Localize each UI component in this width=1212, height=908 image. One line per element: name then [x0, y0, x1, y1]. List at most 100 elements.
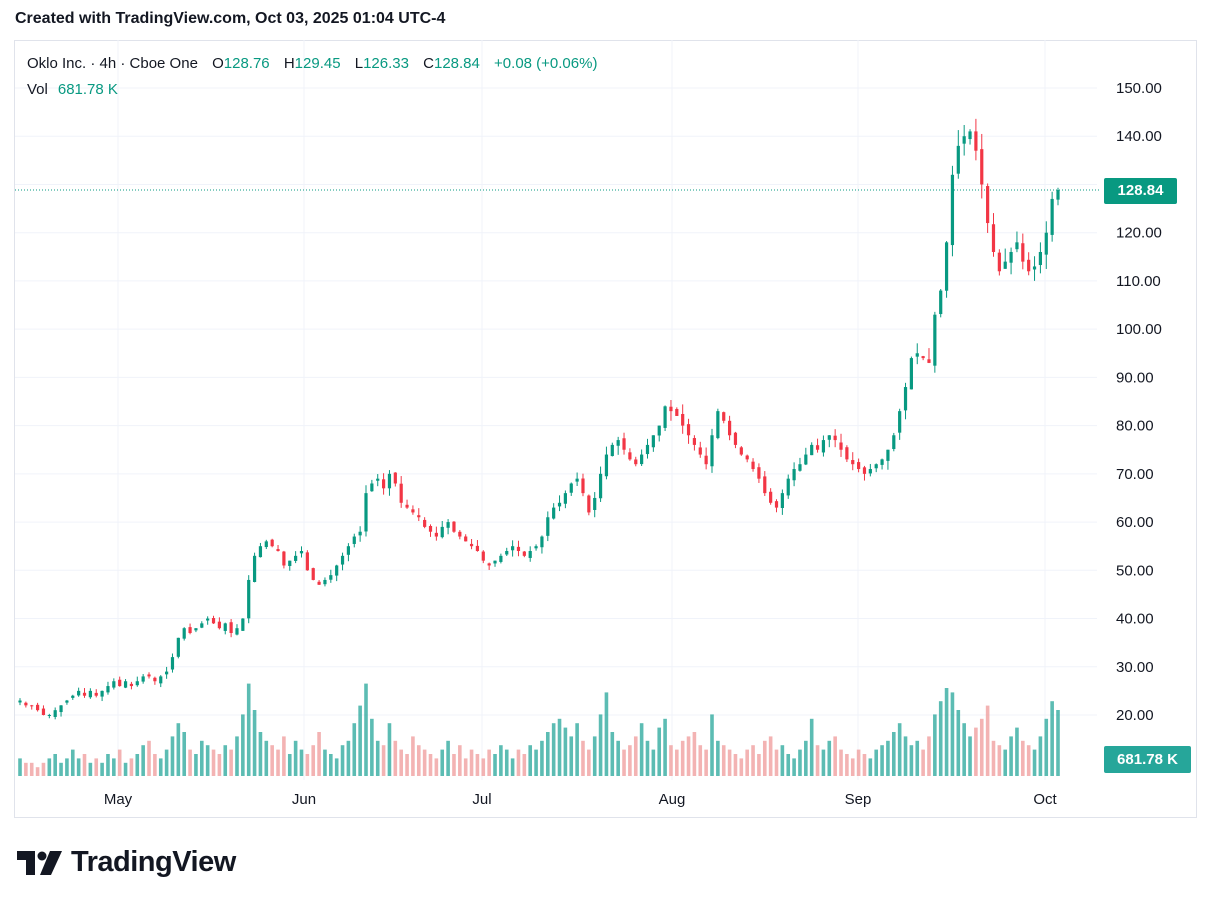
- volume-bar: [405, 754, 409, 776]
- volume-bar: [545, 732, 550, 776]
- candle: [546, 517, 550, 536]
- volume-bar: [158, 758, 163, 776]
- volume-bar: [675, 749, 679, 776]
- candle: [100, 690, 104, 697]
- volume-bar: [29, 762, 34, 776]
- candle: [833, 435, 837, 441]
- symbol-label[interactable]: Oklo Inc. · 4h · Cboe One: [27, 55, 198, 72]
- volume-bar: [1015, 727, 1019, 776]
- candle: [956, 145, 960, 174]
- volume-bar: [258, 732, 263, 776]
- volume-bar: [768, 736, 773, 776]
- candle: [129, 683, 134, 687]
- tradingview-footer[interactable]: TradingView: [17, 846, 236, 879]
- candle: [645, 444, 650, 455]
- change-value: +0.08 (+0.06%): [494, 55, 598, 72]
- close-label: C: [423, 55, 434, 72]
- candle: [276, 549, 280, 552]
- volume-bar: [141, 745, 145, 776]
- volume-bar: [516, 749, 521, 776]
- volume-legend: Vol 681.78 K: [27, 81, 118, 98]
- volume-bar: [311, 745, 316, 776]
- candle: [469, 543, 474, 547]
- candle: [112, 681, 116, 688]
- volume-bar: [164, 749, 169, 776]
- candle: [77, 690, 81, 696]
- candle: [569, 483, 573, 493]
- candle: [458, 531, 462, 537]
- volume-bar: [985, 705, 990, 776]
- candle: [94, 692, 98, 696]
- candle: [59, 705, 63, 713]
- volume-bar: [364, 683, 368, 776]
- candle: [944, 242, 949, 291]
- volume-bar: [76, 758, 81, 776]
- volume-bar: [147, 740, 151, 776]
- volume-bar: [944, 688, 949, 776]
- y-tick-label: 30.00: [1116, 659, 1154, 676]
- candle: [540, 536, 544, 548]
- candle: [880, 459, 884, 465]
- volume-bar: [387, 723, 392, 776]
- volume-bar: [633, 736, 638, 776]
- candle: [123, 681, 128, 688]
- volume-bar: [891, 732, 896, 776]
- volume-bar: [680, 740, 685, 776]
- created-with-header: Created with TradingView.com, Oct 03, 20…: [15, 10, 446, 27]
- candle: [370, 483, 374, 492]
- volume-bar: [991, 740, 996, 776]
- volume-bar: [211, 749, 216, 776]
- volume-bar: [323, 749, 327, 776]
- volume-bar: [293, 740, 298, 776]
- volume-bar: [874, 749, 879, 776]
- volume-bar: [358, 705, 362, 776]
- candle: [434, 532, 438, 537]
- volume-bar: [282, 736, 286, 776]
- candle: [780, 493, 784, 509]
- volume-bar: [346, 740, 351, 776]
- volume-bar: [82, 754, 87, 776]
- volume-bar: [692, 732, 697, 776]
- candle: [323, 579, 327, 585]
- volume-bar: [575, 723, 579, 776]
- candle: [170, 657, 175, 670]
- candle: [598, 473, 603, 499]
- volume-bar: [915, 740, 920, 776]
- volume-bar: [53, 754, 57, 776]
- candle: [1044, 232, 1048, 255]
- volume-bar: [370, 718, 374, 776]
- volume-bar: [610, 732, 615, 776]
- candle: [118, 679, 122, 687]
- low-value: 126.33: [363, 55, 409, 72]
- candle: [516, 546, 521, 552]
- candle: [428, 525, 433, 532]
- y-tick-label: 50.00: [1116, 562, 1154, 579]
- volume-bar: [733, 754, 738, 776]
- x-tick-label: Oct: [1033, 791, 1057, 808]
- candle: [739, 447, 743, 455]
- volume-bar: [587, 749, 591, 776]
- volume-bar: [499, 745, 503, 776]
- volume-bar: [59, 762, 63, 776]
- candle: [464, 536, 468, 542]
- candle: [751, 461, 755, 470]
- chart-frame[interactable]: [14, 40, 1197, 818]
- volume-bar: [686, 736, 691, 776]
- volume-bar: [106, 754, 110, 776]
- volume-bar: [129, 758, 134, 776]
- candle: [663, 406, 667, 428]
- volume-bar: [950, 692, 955, 776]
- candle: [528, 551, 532, 558]
- volume-bar: [246, 683, 251, 776]
- volume-bar: [833, 736, 837, 776]
- volume-bar: [563, 727, 568, 776]
- candle: [311, 568, 315, 580]
- candle: [681, 413, 685, 426]
- y-tick-label: 100.00: [1116, 321, 1162, 338]
- candle: [270, 539, 274, 547]
- volume-bar: [446, 740, 450, 776]
- volume-bar: [504, 749, 509, 776]
- candle: [698, 447, 702, 455]
- candle: [235, 628, 239, 635]
